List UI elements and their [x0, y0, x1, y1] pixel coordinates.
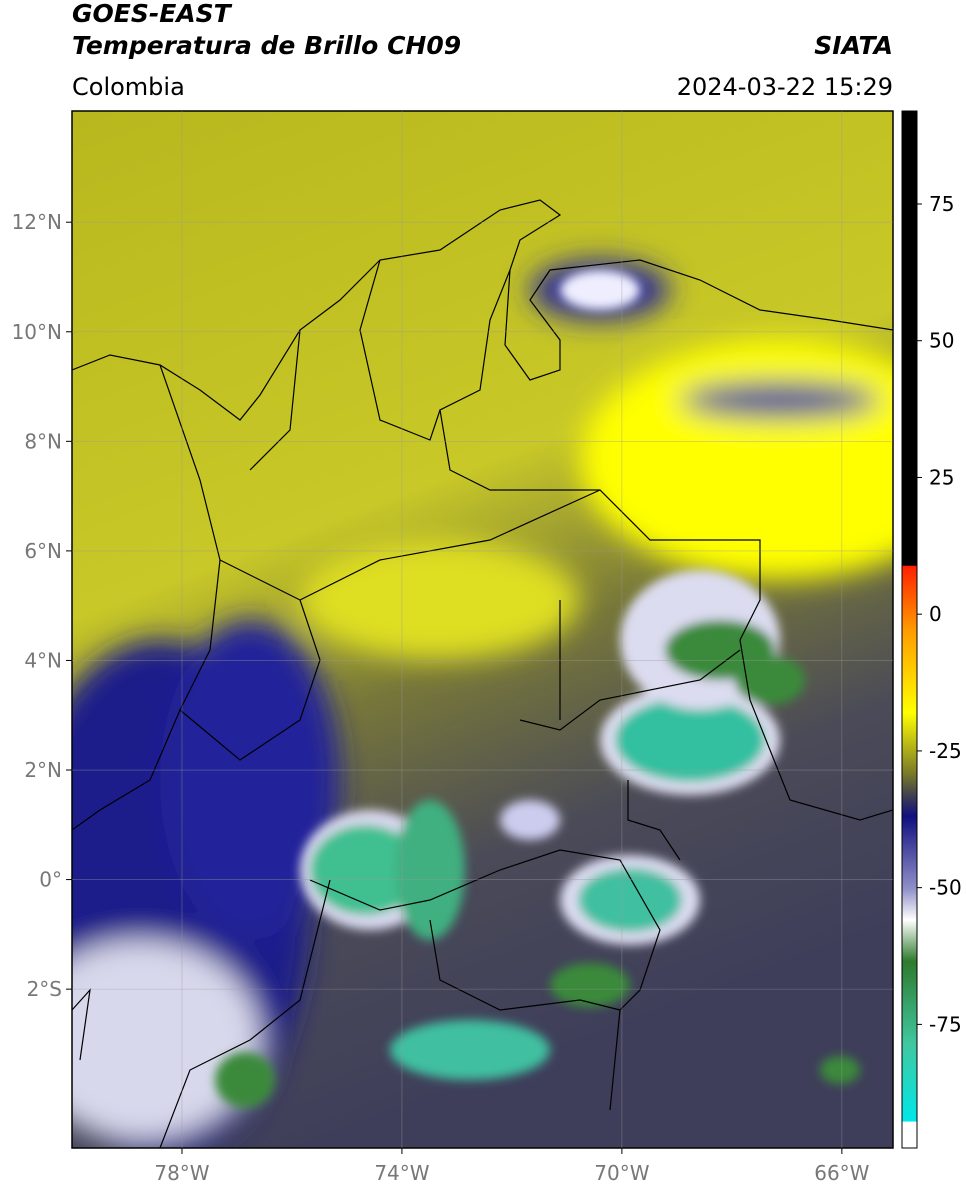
colorbar-tick-label: -50: [929, 876, 962, 900]
y-tick-label: 12°N: [12, 210, 62, 234]
y-tick-label: 8°N: [24, 429, 62, 453]
title: GOES-EAST: [72, 0, 233, 28]
colorbar: [901, 110, 918, 1149]
borders: [72, 199, 893, 1148]
colorbar-tick-label: 25: [929, 465, 954, 489]
y-tick-label: 2°N: [24, 758, 62, 782]
colorbar-tick-label: 75: [929, 192, 954, 216]
datetime: 2024-03-22 15:29: [677, 73, 893, 101]
y-tick-label: 0°: [39, 868, 62, 892]
y-tick-label: 4°N: [24, 648, 62, 672]
source: SIATA: [814, 31, 893, 60]
colorbar-tick-label: 0: [929, 602, 942, 626]
x-tick-label: 78°W: [154, 1161, 209, 1185]
colorbar-tick-label: -75: [929, 1012, 962, 1036]
map-frame: [71, 110, 894, 1149]
subtitle: Temperatura de Brillo CH09: [72, 31, 461, 60]
x-tick-label: 66°W: [814, 1161, 869, 1185]
colorbar-tick-label: -25: [929, 739, 962, 763]
y-tick-label: 6°N: [24, 539, 62, 563]
satellite-image: [72, 111, 893, 1148]
x-tick-label: 70°W: [594, 1161, 649, 1185]
y-tick-label: 2°S: [27, 977, 62, 1001]
y-tick-label: 10°N: [12, 320, 62, 344]
colorbar-tick-label: 50: [929, 329, 954, 353]
x-tick-label: 74°W: [374, 1161, 429, 1185]
region: Colombia: [72, 73, 185, 101]
